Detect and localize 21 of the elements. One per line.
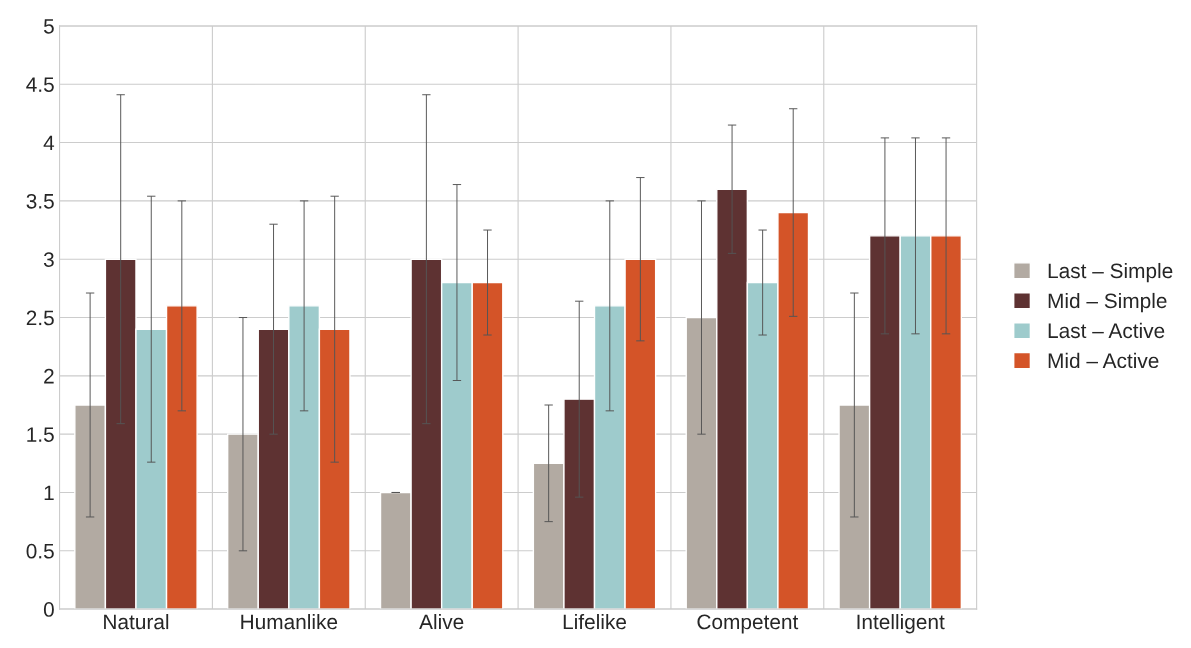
x-tick-label: Intelligent	[857, 613, 945, 634]
y-tick-label: 1.5	[27, 427, 54, 442]
y-tick-label: 2.5	[26, 310, 54, 326]
y-tick-label: 5	[43, 19, 54, 34]
y-tick-label: 3	[43, 252, 54, 267]
x-tick-label: Competent	[697, 614, 799, 634]
y-tick-label: 4.5	[26, 77, 54, 92]
legend-label: Mid – Simple	[1048, 292, 1167, 313]
x-tick-label: Humanlike	[241, 613, 338, 630]
x-tick-label: Lifelike	[563, 613, 627, 630]
y-tick-label: 0.5	[26, 543, 54, 559]
x-tick-label: Alive	[419, 613, 464, 630]
y-tick-label: 4	[43, 135, 55, 151]
y-tick-label: 3.5	[26, 193, 54, 209]
legend-label: Last – Active	[1048, 322, 1165, 339]
legend-label: Mid – Active	[1048, 352, 1159, 369]
y-tick-label: 1	[44, 485, 54, 501]
x-tick-label: Natural	[104, 613, 169, 630]
y-tick-label: 2	[44, 368, 54, 384]
legend-label: Last – Simple	[1048, 262, 1173, 283]
y-tick-label: 0	[43, 602, 54, 617]
